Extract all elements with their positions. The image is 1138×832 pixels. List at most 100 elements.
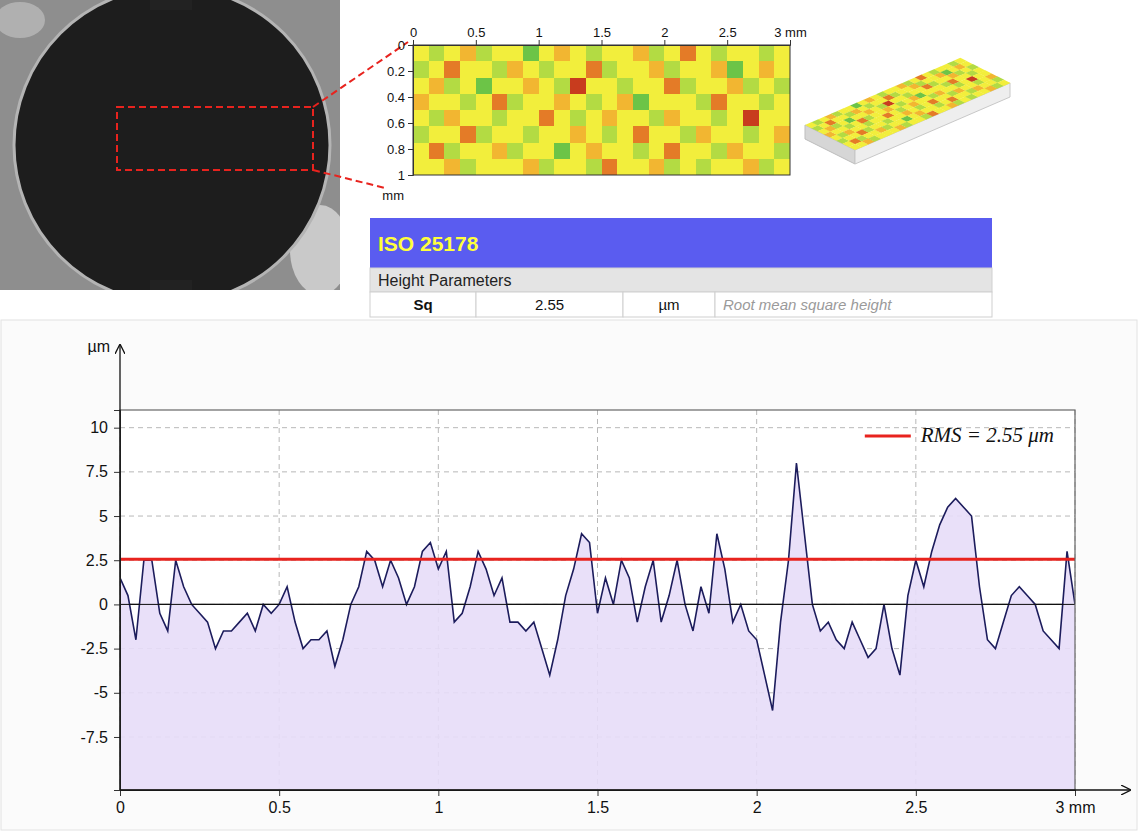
plot-frame [120,410,1075,790]
tick-mark [438,790,439,796]
heatmap-cell [586,78,602,95]
heatmap-cell [492,94,508,111]
axis-line [414,40,791,46]
heatmap-cell [507,110,523,127]
figure: 00.511.522.53 mm00.20.40.60.81mmISO 2517… [0,0,1138,832]
tick-mark [408,149,413,150]
tick: 2.5 [719,25,737,45]
heatmap-cell [633,61,649,78]
heatmap-cell [460,110,476,127]
heatmap-cell [586,94,602,111]
zoom-line [313,42,408,107]
heatmap-cell [680,159,696,175]
tick: 1.5 [587,790,609,816]
heatmap-cell [727,78,743,95]
plot-marks [120,463,1075,790]
heatmap-cell [696,159,712,175]
plot-background [120,410,1075,790]
heatmap-cell [680,45,696,62]
heatmap-cell [711,45,727,62]
heatmap-cell [570,110,586,127]
heatmap-cell [539,61,555,78]
heatmap-cell [539,94,555,111]
tick: 3 mm [774,25,807,45]
tick: 0.8 [387,142,413,157]
heatmap-cell [727,126,743,143]
tick-label: 1.5 [593,25,611,40]
tick-mark [476,40,477,45]
heatmap-cell [664,159,680,175]
heatmap-cell [711,159,727,175]
tick: 0.6 [387,116,413,131]
heatmap-cell [570,126,586,143]
heatmap-cell [554,94,570,111]
zero-line [120,604,1075,605]
heatmap-cell [774,94,790,111]
tick-label: 2 [753,799,762,816]
heatmap-cell [507,94,523,111]
heatmap-cell [743,78,759,95]
heatmap-cell [774,110,790,127]
heatmap-cell [743,159,759,175]
tick: 0.5 [467,25,485,45]
legend-label: RMS = 2.55 μm [920,423,1054,447]
heatmap-cell [680,61,696,78]
heatmap-cell [743,45,759,62]
sample-photo [0,0,340,290]
heatmap-cell [460,143,476,160]
heatmap-cell [492,143,508,160]
tick-mark [1075,790,1076,796]
heatmap-cell [633,159,649,175]
heatmap-cell [617,159,633,175]
tick-mark [114,472,120,473]
tick: 1.5 [593,25,611,45]
heatmap-cell [617,61,633,78]
tick: 0 [99,596,120,613]
tick-mark [408,71,413,72]
table-header [370,218,992,268]
heatmap-cell [492,110,508,127]
heatmap-cell [413,143,429,160]
tick-mark [408,45,413,46]
tick-mark [408,97,413,98]
heatmap-cell [570,45,586,62]
tick-mark [114,649,120,650]
heatmap-cell [759,159,775,175]
heatmap-cell [759,94,775,111]
tick-label: 3 mm [774,25,807,40]
table-title: ISO 25178 [378,232,479,255]
photo-notch [150,0,192,10]
heatmap-cell [554,159,570,175]
heatmap-cell [539,110,555,127]
heatmap-cell [664,143,680,160]
tick-label: 0.2 [387,64,405,79]
tick-label: 0.5 [467,25,485,40]
tick: -7.5 [80,729,120,746]
heatmap-cell [602,126,618,143]
tick: 0 [116,790,125,816]
grid-line [120,560,1075,561]
heatmap-cell [554,143,570,160]
heatmap-cell [664,126,680,143]
axis-line [121,791,1076,797]
tick: 5 [99,508,120,525]
tick: 2.5 [86,552,120,569]
heatmap-cell [649,110,665,127]
heatmap-cell [649,159,665,175]
table-cell [476,292,623,317]
tick: 3 mm [1056,790,1096,816]
table-cell [715,292,992,317]
axis: 00.20.40.60.81 [387,38,414,183]
heatmap-cell [711,61,727,78]
heatmap-cell [727,110,743,127]
heatmap-cell [633,45,649,62]
tick: 10 [90,419,120,436]
heatmap-cell [696,143,712,160]
heatmap-cell [492,45,508,62]
heatmap-cell [570,143,586,160]
heatmap-cell [492,126,508,143]
heatmap-cell [602,94,618,111]
legend-swatch [865,435,911,438]
surface-3d [805,58,1011,150]
tick-label: 1 [398,168,405,183]
